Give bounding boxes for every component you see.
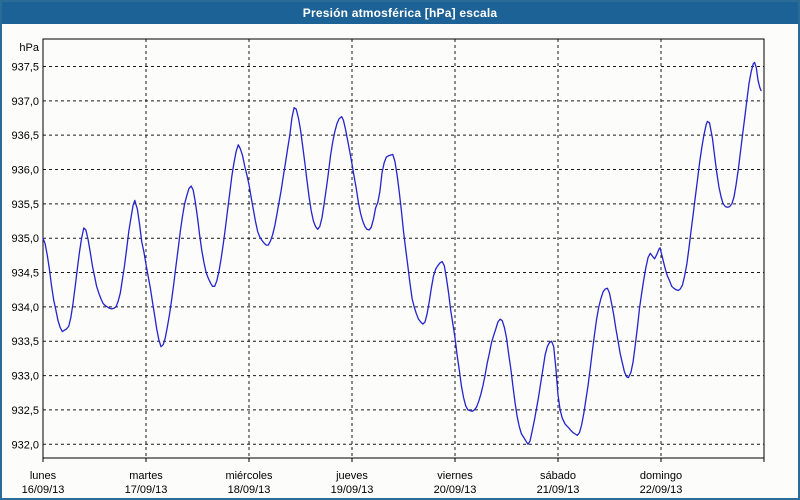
x-tick-date-label: 18/09/13 — [228, 484, 271, 496]
x-tick-date-label: 22/09/13 — [640, 484, 683, 496]
y-tick-label: 932,0 — [11, 439, 39, 451]
y-tick-label: 937,5 — [11, 61, 39, 73]
y-tick-label: 936,0 — [11, 165, 39, 177]
x-tick-date-label: 20/09/13 — [434, 484, 477, 496]
y-tick-label: 935,5 — [11, 199, 39, 211]
x-tick-date-label: 21/09/13 — [537, 484, 580, 496]
y-tick-label: 934,5 — [11, 268, 39, 280]
y-tick-label: 933,5 — [11, 336, 39, 348]
x-tick-day-label: sábado — [540, 470, 576, 482]
window-title: Presión atmosférica [hPa] escala — [302, 6, 498, 20]
x-tick-day-label: viernes — [437, 470, 473, 482]
x-tick-day-label: jueves — [335, 470, 368, 482]
pressure-data-line — [42, 61, 762, 445]
x-tick-date-label: 16/09/13 — [22, 484, 65, 496]
x-tick-day-label: martes — [129, 470, 163, 482]
y-tick-label: 937,0 — [11, 96, 39, 108]
plot-border — [42, 38, 765, 459]
y-axis-unit-label: hPa — [19, 42, 39, 54]
y-tick-label: 935,0 — [11, 233, 39, 245]
pressure-chart: 937,5 937,0 936,5 936,0 935,5 935,0 934,5 934,0… — [11, 38, 765, 496]
y-tick-label: 936,5 — [11, 130, 39, 142]
y-tick-label: 932,5 — [11, 405, 39, 417]
x-tick-day-label: lunes — [30, 470, 57, 482]
window-titlebar: Presión atmosférica [hPa] escala — [2, 2, 798, 24]
y-tick-label: 934,0 — [11, 302, 39, 314]
x-tick-day-label: domingo — [640, 470, 682, 482]
x-tick-day-label: miércoles — [225, 470, 273, 482]
y-tick-label: 933,0 — [11, 371, 39, 383]
chart-area: 937,5 937,0 936,5 936,0 935,5 935,0 934,5 934,0… — [2, 24, 798, 498]
x-tick-date-label: 19/09/13 — [331, 484, 374, 496]
x-tick-date-label: 17/09/13 — [125, 484, 168, 496]
